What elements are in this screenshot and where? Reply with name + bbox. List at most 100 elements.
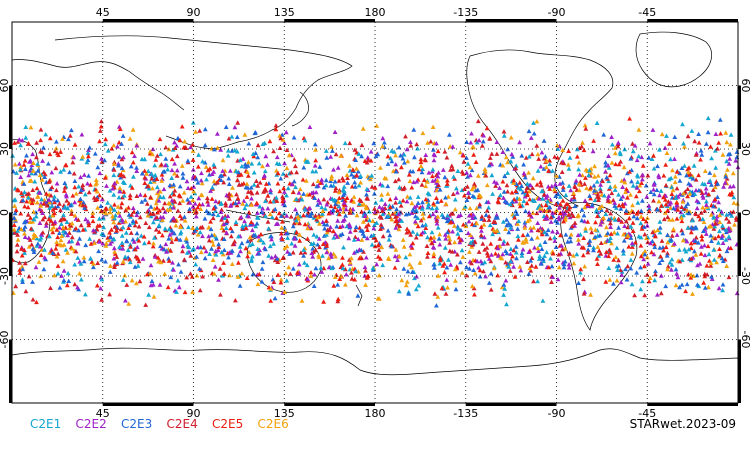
obs-marker-c2e3 [501,189,507,194]
obs-marker-c2e6 [393,247,399,252]
obs-marker-c2e5 [688,229,694,235]
obs-marker-c2e1 [271,241,276,246]
obs-marker-c2e4 [47,178,52,183]
lat-tick-label-right: -30 [739,267,750,285]
obs-marker-c2e1 [152,163,158,168]
obs-marker-c2e6 [354,166,359,171]
legend-entry-c2e1: C2E1 [30,417,62,431]
obs-marker-c2e4 [67,230,72,235]
obs-marker-c2e6 [636,127,642,132]
obs-marker-c2e2 [658,273,664,278]
obs-marker-c2e3 [572,197,577,202]
obs-marker-c2e2 [172,161,177,166]
obs-marker-c2e5 [63,163,68,168]
obs-marker-c2e3 [229,228,235,234]
obs-marker-c2e4 [479,214,485,219]
obs-marker-c2e1 [558,194,563,199]
obs-marker-c2e1 [14,170,19,175]
obs-marker-c2e5 [462,193,467,198]
obs-marker-c2e4 [581,291,587,296]
obs-marker-c2e4 [86,189,92,195]
obs-marker-c2e3 [185,197,190,202]
obs-marker-c2e4 [99,297,104,302]
obs-marker-c2e1 [723,237,729,242]
obs-marker-c2e4 [572,183,578,189]
obs-marker-c2e5 [277,188,283,194]
obs-marker-c2e5 [332,204,338,210]
obs-marker-c2e6 [582,123,588,128]
obs-marker-c2e2 [470,212,476,217]
obs-marker-c2e6 [483,169,488,174]
obs-marker-c2e4 [413,235,419,240]
obs-marker-c2e3 [216,241,221,247]
obs-marker-c2e1 [169,175,175,180]
obs-marker-c2e2 [265,206,271,211]
obs-marker-c2e2 [526,210,532,215]
obs-marker-c2e5 [472,292,477,297]
obs-marker-c2e4 [527,212,532,217]
obs-marker-c2e1 [174,289,179,294]
obs-marker-c2e6 [609,160,615,165]
obs-marker-c2e3 [68,203,73,208]
obs-marker-c2e3 [709,274,714,279]
obs-marker-c2e4 [358,198,364,203]
obs-marker-c2e6 [69,208,74,213]
obs-marker-c2e5 [117,172,123,178]
obs-marker-c2e1 [508,225,514,230]
obs-marker-c2e2 [669,267,674,272]
obs-marker-c2e5 [423,225,429,230]
obs-marker-c2e5 [520,232,526,238]
obs-marker-c2e4 [134,193,140,198]
obs-marker-c2e4 [352,147,358,152]
obs-marker-c2e4 [442,149,448,154]
obs-marker-c2e6 [453,278,458,283]
obs-marker-c2e6 [229,261,235,266]
obs-marker-c2e4 [224,218,230,223]
lon-tick-label-top: -135 [453,6,478,19]
obs-marker-c2e6 [130,127,136,132]
obs-marker-c2e1 [123,230,129,235]
obs-marker-c2e5 [574,154,580,159]
obs-marker-c2e1 [237,157,243,163]
obs-marker-c2e2 [543,195,549,200]
obs-marker-c2e1 [243,222,249,227]
obs-marker-c2e5 [50,229,56,235]
obs-marker-c2e5 [495,198,501,204]
obs-marker-c2e1 [414,231,420,236]
obs-marker-c2e3 [304,213,310,218]
obs-marker-c2e5 [103,136,109,142]
obs-marker-c2e2 [218,147,224,152]
obs-marker-c2e2 [86,147,91,153]
obs-marker-c2e4 [80,182,86,188]
obs-marker-c2e4 [549,279,554,284]
obs-marker-c2e2 [249,196,254,201]
obs-marker-c2e6 [457,150,463,155]
obs-marker-c2e3 [69,127,74,133]
obs-marker-c2e2 [434,208,439,213]
obs-marker-c2e1 [618,151,623,157]
obs-marker-c2e6 [583,226,588,231]
obs-marker-c2e3 [135,209,140,215]
obs-marker-c2e3 [389,244,394,249]
obs-marker-c2e1 [689,128,695,133]
obs-marker-c2e3 [209,232,215,238]
obs-marker-c2e3 [620,248,626,253]
obs-marker-c2e2 [494,180,500,186]
obs-marker-c2e2 [371,225,377,231]
obs-marker-c2e2 [72,199,78,205]
obs-marker-c2e6 [286,152,292,158]
obs-marker-c2e3 [127,222,133,227]
obs-marker-c2e4 [210,215,216,221]
border-bar [738,85,741,149]
obs-marker-c2e2 [269,255,275,260]
obs-marker-c2e3 [211,211,216,217]
obs-marker-c2e6 [240,201,246,206]
obs-marker-c2e2 [81,172,87,177]
obs-marker-c2e5 [495,273,501,278]
obs-marker-c2e6 [534,119,540,124]
obs-marker-c2e2 [97,170,103,176]
obs-marker-c2e3 [413,213,418,219]
obs-marker-c2e1 [25,195,31,200]
obs-marker-c2e6 [351,199,357,204]
obs-marker-c2e2 [324,249,330,255]
